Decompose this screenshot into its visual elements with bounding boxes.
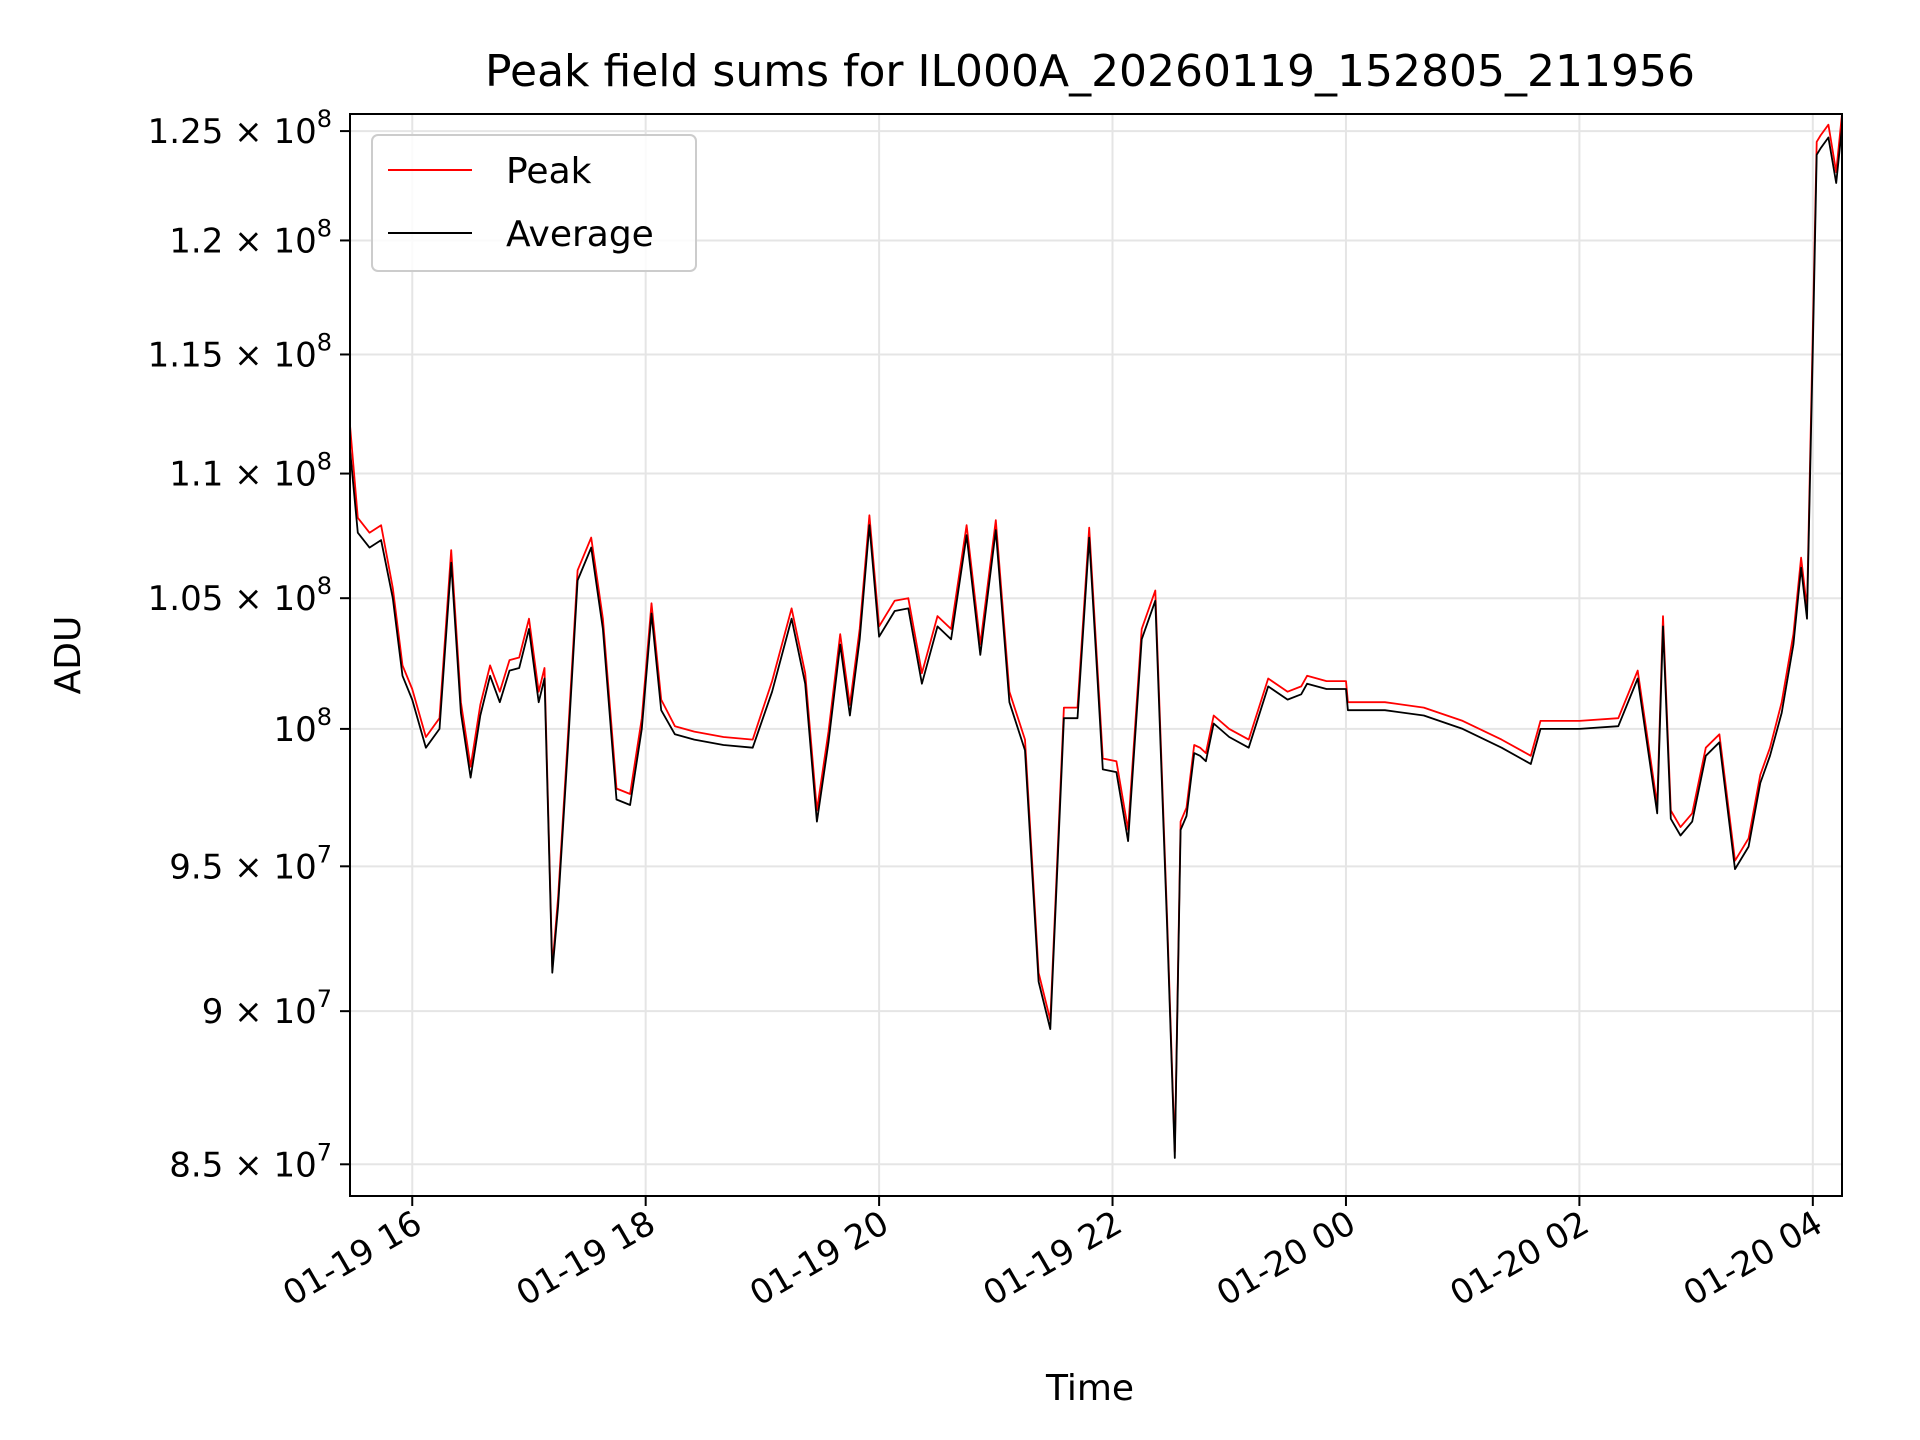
- chart-title: Peak field sums for IL000A_20260119_1528…: [485, 46, 1695, 97]
- legend-label-average: Average: [506, 214, 654, 255]
- x-axis-label: Time: [1045, 1368, 1134, 1409]
- y-tick-label: 1.2 × 108: [169, 214, 332, 261]
- y-tick-label: 1.05 × 108: [148, 572, 332, 619]
- grid: [350, 114, 1842, 1196]
- legend-label-peak: Peak: [506, 151, 592, 192]
- y-tick-label: 9.5 × 107: [169, 840, 332, 887]
- y-tick-label: 1.15 × 108: [148, 328, 332, 375]
- y-axis-label: ADU: [48, 616, 89, 695]
- series-layer: [350, 114, 1842, 1159]
- series-line-average: [350, 126, 1842, 1159]
- y-tick-label: 8.5 × 107: [169, 1138, 332, 1185]
- plot-frame: [349, 113, 1843, 1197]
- y-tick-label: 1.25 × 108: [148, 105, 332, 152]
- legend: Peak Average: [371, 134, 697, 272]
- y-tick-label: 9 × 107: [202, 985, 332, 1032]
- y-tick-label: 1.1 × 108: [169, 448, 332, 495]
- y-tick-label: 108: [273, 703, 332, 750]
